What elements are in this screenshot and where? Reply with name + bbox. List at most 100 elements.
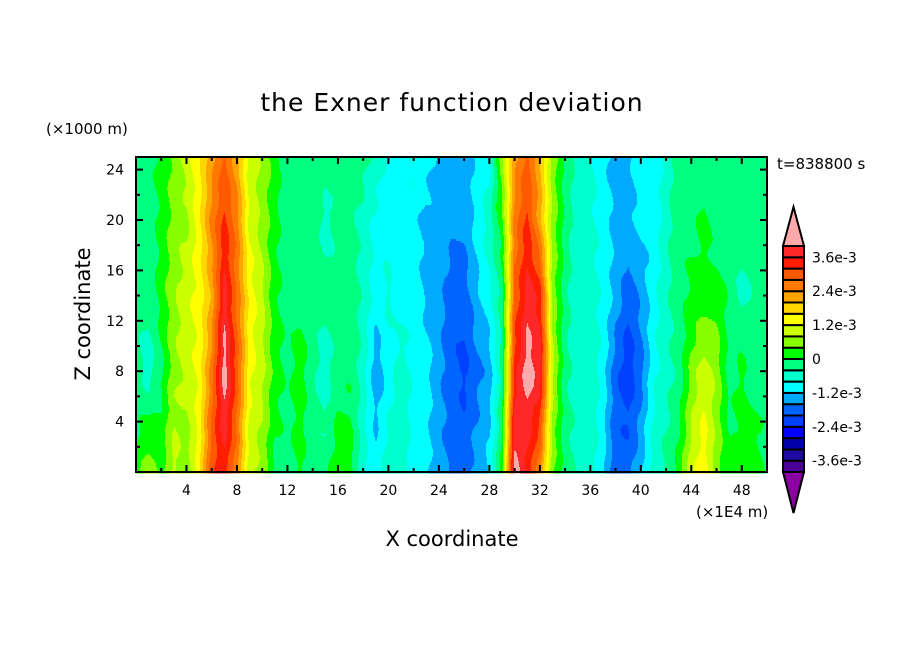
contour-band: [197, 331, 203, 334]
contour-band: [509, 203, 512, 206]
contour-band: [575, 173, 594, 176]
contour-band: [481, 303, 491, 306]
contour-band: [478, 287, 491, 290]
contour-band: [502, 199, 505, 202]
contour-band: [232, 319, 236, 322]
contour-band: [232, 219, 238, 222]
contour-band: [502, 201, 504, 204]
contour-band: [563, 255, 570, 258]
contour-band: [423, 313, 445, 316]
contour-band: [511, 261, 513, 264]
contour-band: [660, 227, 673, 230]
contour-band: [707, 253, 767, 256]
contour-band: [373, 157, 385, 160]
contour-band: [167, 245, 180, 248]
contour-band: [548, 163, 551, 166]
contour-band: [195, 277, 202, 280]
contour-band: [548, 285, 550, 288]
contour-band: [168, 183, 186, 186]
contour-band: [635, 227, 660, 230]
contour-band: [558, 253, 563, 256]
contour-band: [709, 247, 767, 250]
contour-band: [499, 315, 503, 318]
contour-band: [725, 323, 767, 326]
contour-band: [208, 251, 213, 254]
contour-band: [159, 317, 169, 320]
contour-band: [595, 267, 610, 270]
contour-band: [514, 209, 520, 212]
contour-band: [562, 237, 569, 240]
contour-band: [245, 297, 249, 300]
contour-band: [501, 247, 504, 250]
contour-band: [555, 177, 563, 180]
contour-band: [505, 331, 506, 334]
contour-band: [220, 295, 223, 298]
contour-band: [515, 173, 522, 176]
contour-band: [751, 283, 767, 286]
contour-band: [236, 295, 241, 298]
contour-band: [490, 175, 494, 178]
contour-band: [556, 325, 561, 328]
contour-band: [491, 281, 499, 284]
contour-band: [708, 317, 724, 320]
contour-band: [511, 293, 513, 296]
contour-band: [495, 265, 501, 268]
contour-band: [319, 329, 328, 332]
contour-band: [570, 251, 596, 254]
contour-band: [491, 303, 498, 306]
contour-band: [551, 185, 556, 188]
contour-band: [240, 179, 243, 182]
contour-band: [212, 183, 218, 186]
contour-band: [233, 221, 238, 224]
contour-band: [512, 311, 514, 314]
contour-band: [506, 325, 507, 328]
contour-band: [449, 251, 467, 254]
contour-band: [323, 205, 332, 208]
contour-band: [249, 239, 258, 242]
contour-band: [414, 163, 436, 166]
contour-band: [737, 285, 751, 288]
contour-band: [517, 233, 523, 236]
contour-band: [260, 213, 269, 216]
contour-band: [189, 227, 195, 230]
contour-band: [371, 161, 386, 164]
contour-band: [563, 263, 572, 266]
contour-band: [473, 325, 489, 328]
contour-band: [157, 191, 168, 194]
contour-band: [488, 187, 493, 190]
contour-band: [525, 293, 536, 296]
contour-band: [715, 321, 725, 324]
contour-band: [700, 317, 708, 320]
contour-band: [197, 335, 203, 338]
contour-band: [483, 241, 493, 244]
contour-band: [557, 219, 563, 222]
contour-band: [543, 261, 545, 264]
contour-band: [545, 327, 547, 330]
contour-band: [529, 225, 534, 228]
contour-band: [507, 309, 509, 312]
contour-band: [257, 307, 265, 310]
contour-band: [244, 183, 248, 186]
contour-band: [615, 323, 639, 326]
contour-band: [504, 273, 506, 276]
contour-band: [700, 253, 707, 256]
contour-band: [547, 261, 550, 264]
contour-band: [672, 271, 687, 274]
contour-band: [632, 213, 662, 216]
contour-band: [507, 263, 509, 266]
contour-band: [507, 191, 510, 194]
contour-band: [219, 317, 222, 320]
contour-band: [277, 245, 321, 248]
contour-band: [474, 313, 485, 316]
contour-band: [491, 207, 496, 210]
contour-band: [545, 301, 547, 304]
contour-band: [177, 305, 190, 308]
contour-band: [252, 281, 263, 284]
contour-band: [649, 253, 659, 256]
contour-band: [136, 279, 155, 282]
contour-band: [492, 213, 497, 216]
contour-band: [155, 185, 168, 188]
contour-band: [223, 295, 227, 298]
contour-band: [539, 229, 542, 232]
contour-band: [513, 223, 517, 226]
